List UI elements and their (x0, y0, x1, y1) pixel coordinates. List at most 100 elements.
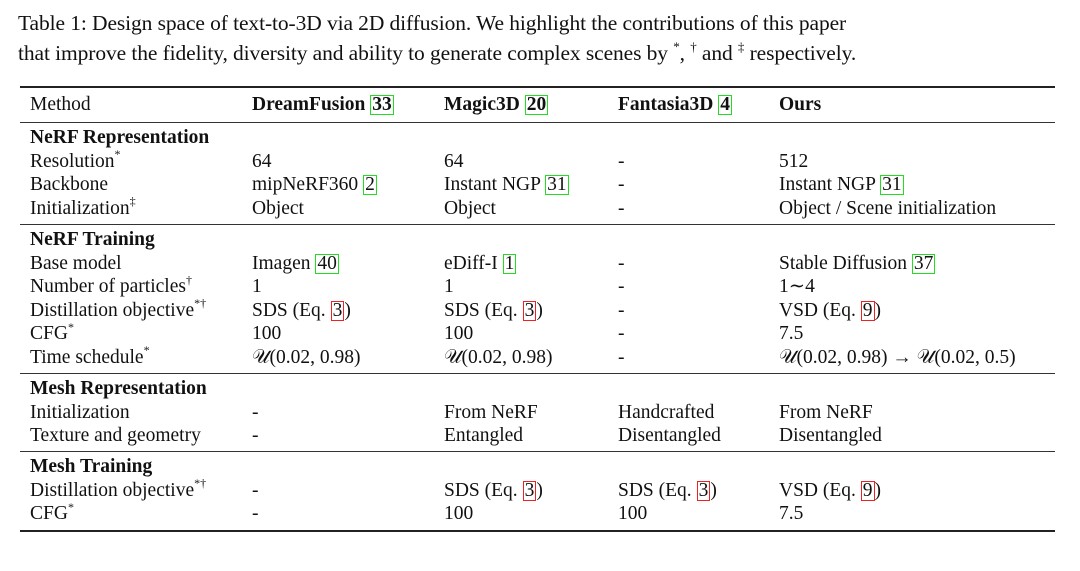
citation-link[interactable]: 31 (880, 174, 904, 196)
row-label: Base model (20, 252, 242, 276)
table-cell: SDS (Eq. 3) (434, 299, 608, 323)
cell-text: - (618, 323, 625, 345)
cell-text: - (618, 276, 625, 298)
table-cell: SDS (Eq. 3) (242, 299, 434, 323)
table-cell: - (242, 502, 434, 533)
citation-link[interactable]: 33 (370, 94, 394, 115)
citation-link[interactable]: 4 (718, 94, 732, 115)
cell-text: 1∼4 (779, 276, 815, 298)
contribution-mark: * (67, 319, 74, 334)
cell-text: Disentangled (618, 425, 721, 447)
table-cell: eDiff-I 1 (434, 252, 608, 276)
citation-link[interactable]: 37 (911, 252, 936, 274)
header-row: Method DreamFusion 33 Magic3D 20 Fantasia3D… (20, 86, 1055, 123)
table-cell: - (242, 424, 434, 452)
table-cell: 7.5 (769, 323, 1055, 347)
equation-link[interactable]: 9 (860, 479, 875, 501)
table-row: CFG* 100 100 - 7.5 (20, 319, 1055, 347)
table-row: Base model Imagen 40 eDiff-I 1- Stable Diff… (20, 252, 1055, 276)
design-space-table: Method DreamFusion 33 Magic3D 20 Fantasia3D… (20, 86, 1055, 533)
table-row: Texture and geometry - Entangled Disentangl… (20, 424, 1055, 452)
row-label: Initialization (20, 401, 242, 425)
cell-text-end: ) (344, 299, 351, 321)
equation-link[interactable]: 3 (522, 299, 537, 321)
equation-link[interactable]: 3 (696, 479, 711, 501)
cell-text: 1 (444, 276, 454, 298)
table-cell: 𝒰(0.02, 0.98) (434, 346, 608, 374)
row-label-text: Time schedule (30, 346, 144, 368)
row-label-text: Number of particles (30, 276, 186, 298)
row-label: Resolution* (20, 148, 242, 174)
cell-text-end: ) (874, 479, 882, 501)
row-label-text: Texture and geometry (30, 425, 201, 447)
citation-link[interactable]: 31 (545, 174, 569, 196)
cell-text: SDS (Eq. (444, 479, 523, 501)
table-cell: - (608, 323, 769, 347)
cell-text: mipNeRF360 (252, 174, 364, 196)
table-row: Number of particles† 1 1 - 1∼4 (20, 274, 1055, 299)
row-label-text: Distillation objective (30, 479, 195, 501)
row-label-text: Resolution (30, 150, 115, 172)
table-row: CFG* -100 100 7.5 (20, 501, 1055, 533)
table-cell: From NeRF (434, 401, 608, 425)
header-cell: Fantasia3D 4 (608, 86, 769, 123)
caption-line-2: that improve the fidelity, diversity and… (18, 38, 1064, 68)
caption-line-2-text: that improve the fidelity, diversity and… (18, 41, 674, 65)
cell-text: From NeRF (444, 401, 538, 423)
cell-text: Imagen (252, 252, 316, 274)
table-row: Initialization‡ Object Object - Object / Sce… (20, 195, 1055, 225)
header-cell: Method (20, 86, 242, 123)
cell-text: 𝒰(0.02, 0.98) → 𝒰(0.02, 0.5) (779, 346, 1016, 368)
cell-text-end: ) (710, 479, 717, 501)
row-label-text: CFG (30, 323, 68, 345)
table-cell: VSD (Eq. 9) (769, 479, 1055, 503)
cell-text: Handcrafted (618, 401, 715, 423)
table-cell: Object (242, 197, 434, 225)
cell-text: - (618, 197, 625, 219)
row-label: Number of particles† (20, 274, 242, 299)
cell-text: Stable Diffusion (779, 252, 912, 274)
cell-text: 1 (252, 276, 262, 298)
row-label: CFG* (20, 501, 242, 533)
table-cell: mipNeRF360 2 (242, 174, 434, 198)
row-label-text: Initialization (30, 401, 130, 423)
cell-text: Instant NGP (444, 174, 546, 196)
section-title: NeRF Training (30, 228, 155, 250)
table-cell: 7.5 (769, 502, 1055, 533)
header-label: Ours (779, 94, 822, 115)
cell-text: - (618, 150, 625, 172)
table-cell: 1 (434, 275, 608, 299)
equation-link[interactable]: 3 (522, 479, 537, 501)
header-label: Method (30, 94, 91, 115)
caption-line-1: Table 1: Design space of text-to-3D via … (18, 11, 847, 35)
cell-text: 512 (779, 150, 809, 172)
row-label-text: Base model (30, 252, 122, 274)
table-cell: 𝒰(0.02, 0.98) (242, 346, 434, 374)
table-cell: 𝒰(0.02, 0.98) → 𝒰(0.02, 0.5) (769, 346, 1055, 374)
cell-text-end: ) (536, 479, 543, 501)
citation-link[interactable]: 2 (363, 174, 377, 196)
equation-link[interactable]: 9 (860, 299, 875, 321)
row-label: Backbone (20, 174, 242, 198)
table-cell: Instant NGP 31 (769, 174, 1055, 198)
table-row: Time schedule* 𝒰(0.02, 0.98) 𝒰(0.02, 0.98)… (20, 344, 1055, 374)
table-row: Backbone mipNeRF360 2 Instant NGP 31- Insta… (20, 174, 1055, 198)
citation-link[interactable]: 40 (315, 252, 339, 274)
dagger-mark: † (690, 38, 697, 54)
citation-link[interactable]: 20 (524, 94, 549, 115)
table-cell: SDS (Eq. 3) (434, 479, 608, 503)
table-cell: SDS (Eq. 3) (608, 479, 769, 503)
cell-text: VSD (Eq. (779, 479, 861, 501)
equation-link[interactable]: 3 (330, 299, 345, 321)
table-header: Method DreamFusion 33 Magic3D 20 Fantasia3D… (20, 86, 1055, 123)
table-cell: Entangled (434, 424, 608, 452)
table-cell: Object / Scene initialization (769, 197, 1055, 225)
cell-text: SDS (Eq. (618, 479, 697, 501)
citation-link[interactable]: 1 (502, 252, 517, 274)
cell-text: Entangled (444, 425, 524, 447)
header-label: Magic3D (444, 94, 525, 115)
table-cell: Instant NGP 31 (434, 174, 608, 198)
cell-text: 100 (252, 323, 282, 345)
row-label: Distillation objective*† (20, 477, 242, 503)
section-header-row: NeRF Training (20, 224, 1055, 252)
